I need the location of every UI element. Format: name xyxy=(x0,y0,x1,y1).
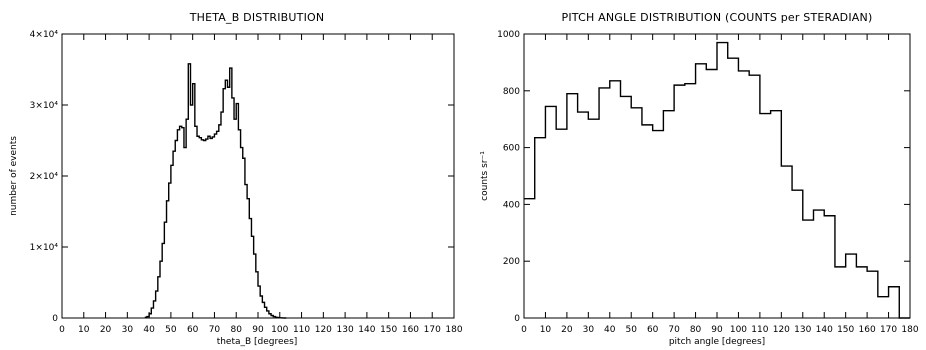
x-tick-label: 80 xyxy=(230,325,242,335)
x-axis-label: pitch angle [degrees] xyxy=(669,337,765,347)
x-tick-label: 40 xyxy=(143,325,155,335)
x-tick-label: 180 xyxy=(445,325,462,335)
y-tick-label: 1×10⁴ xyxy=(30,243,59,253)
plot-frame xyxy=(523,33,911,319)
x-tick-label: 40 xyxy=(604,325,616,335)
y-tick-label: 2×10⁴ xyxy=(30,172,59,182)
x-tick-label: 50 xyxy=(165,325,177,335)
x-tick-label: 120 xyxy=(773,325,790,335)
x-axis-label: theta_B [degrees] xyxy=(217,337,298,347)
y-tick-label: 200 xyxy=(503,257,520,267)
x-tick-label: 30 xyxy=(583,325,595,335)
x-tick-label: 10 xyxy=(78,325,90,335)
tick-label-layer: 0 10 20 30 40 50 60 70 80 90 100 110 120 130 140 150 160… xyxy=(497,30,919,335)
y-axis-label: number of events xyxy=(9,136,19,216)
x-tick-label: 0 xyxy=(59,325,65,335)
y-axis-label: counts sr⁻¹ xyxy=(480,151,490,201)
pitch-angle-chart: PITCH ANGLE DISTRIBUTION (COUNTS per STE… xyxy=(480,11,919,347)
y-tick-label: 0 xyxy=(514,314,520,324)
x-tick-label: 100 xyxy=(730,325,747,335)
x-tick-label: 10 xyxy=(540,325,552,335)
x-tick-label: 160 xyxy=(859,325,876,335)
x-tick-label: 130 xyxy=(794,325,811,335)
x-tick-label: 170 xyxy=(880,325,897,335)
theta-b-chart: THETA_B DISTRIBUTION number of events th… xyxy=(9,11,463,347)
x-tick-label: 180 xyxy=(901,325,918,335)
x-tick-label: 70 xyxy=(668,325,680,335)
x-tick-label: 30 xyxy=(122,325,134,335)
x-tick-label: 70 xyxy=(209,325,221,335)
x-tick-label: 140 xyxy=(358,325,375,335)
chart-title: PITCH ANGLE DISTRIBUTION (COUNTS per STE… xyxy=(562,11,873,24)
y-tick-label: 1000 xyxy=(497,30,520,40)
x-tick-label: 120 xyxy=(315,325,332,335)
y-tick-label: 800 xyxy=(503,87,520,97)
x-tick-label: 110 xyxy=(293,325,310,335)
x-tick-label: 90 xyxy=(711,325,723,335)
x-tick-label: 110 xyxy=(751,325,768,335)
histogram-line xyxy=(524,41,910,319)
x-tick-label: 160 xyxy=(402,325,419,335)
y-tick-label: 400 xyxy=(503,200,520,210)
chart-title: THETA_B DISTRIBUTION xyxy=(189,11,325,24)
tick-layer xyxy=(61,33,455,319)
x-tick-label: 20 xyxy=(100,325,112,335)
x-tick-label: 50 xyxy=(625,325,637,335)
x-tick-label: 60 xyxy=(647,325,659,335)
x-tick-label: 80 xyxy=(690,325,702,335)
x-tick-label: 170 xyxy=(424,325,441,335)
y-tick-label: 0 xyxy=(52,314,58,324)
histogram-line xyxy=(144,63,287,319)
y-tick-label: 4×10⁴ xyxy=(30,30,59,40)
x-tick-label: 140 xyxy=(816,325,833,335)
tick-layer xyxy=(523,33,911,319)
x-tick-label: 90 xyxy=(252,325,264,335)
tick-label-layer: 0 10 20 30 40 50 60 70 80 90 100 110 120 130 140 150 160… xyxy=(30,30,463,335)
y-tick-label: 3×10⁴ xyxy=(30,101,59,111)
x-tick-label: 100 xyxy=(271,325,288,335)
x-tick-label: 60 xyxy=(187,325,199,335)
x-tick-label: 0 xyxy=(521,325,527,335)
x-tick-label: 130 xyxy=(337,325,354,335)
y-tick-label: 600 xyxy=(503,144,520,154)
x-tick-label: 20 xyxy=(561,325,573,335)
x-tick-label: 150 xyxy=(837,325,854,335)
x-tick-label: 150 xyxy=(380,325,397,335)
